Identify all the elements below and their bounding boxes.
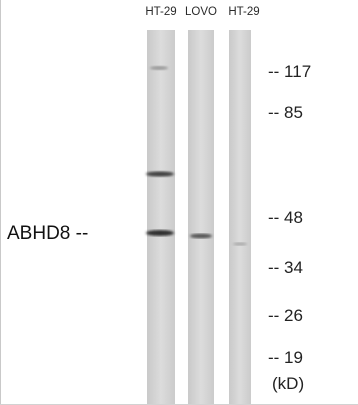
- marker-19: -- 19: [268, 348, 303, 367]
- band-lane1-faint: [150, 66, 168, 70]
- frame-left-edge: [0, 0, 1, 405]
- protein-label: ABHD8 --: [7, 223, 89, 244]
- band-lane3-faint: [233, 242, 247, 246]
- marker-34: -- 34: [268, 258, 303, 277]
- lane-3: [229, 30, 251, 404]
- band-lane1-abhd8: [146, 230, 174, 236]
- marker-85: -- 85: [268, 103, 303, 122]
- lane-label-2: LOVO: [185, 6, 217, 18]
- lane-label-1: HT-29: [145, 6, 177, 18]
- marker-117: -- 117: [268, 62, 312, 81]
- lane-2: [188, 30, 214, 404]
- lane-label-3: HT-29: [228, 6, 260, 18]
- band-lane2-abhd8: [190, 233, 212, 239]
- unit-label: (kD): [272, 374, 305, 393]
- marker-48: -- 48: [268, 208, 303, 227]
- band-lane1-upper: [146, 171, 174, 177]
- lane-1: [147, 30, 175, 404]
- marker-26: -- 26: [268, 306, 303, 325]
